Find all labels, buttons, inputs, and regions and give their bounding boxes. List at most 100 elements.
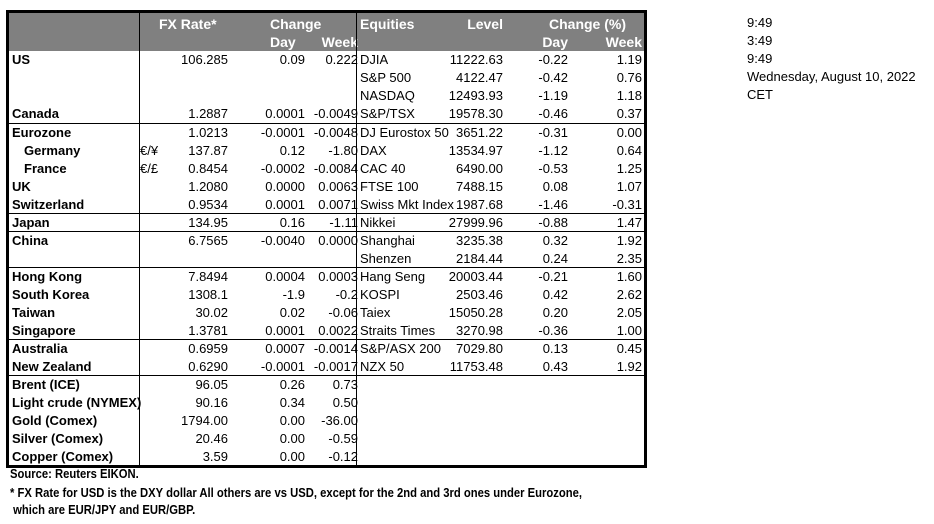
equity-week-change: 1.25 [616, 161, 642, 176]
fx-rate: 1.2080 [188, 179, 228, 194]
equity-name: S&P 500 [360, 70, 412, 85]
commodity-price: 3.59 [202, 449, 228, 464]
equity-level: 13534.97 [448, 143, 503, 158]
row-label: Canada [12, 106, 59, 121]
equity-day-change: -0.21 [538, 269, 568, 284]
fx-rate: 0.6290 [188, 359, 228, 374]
equity-level: 3651.22 [456, 125, 503, 140]
equity-day-change: -0.88 [538, 215, 568, 230]
row-label: Silver (Comex) [12, 431, 104, 446]
equity-day-change: 0.13 [542, 341, 568, 356]
footnote-line-1: * FX Rate for USD is the DXY dollar All … [10, 486, 583, 500]
fx-rate: 1.2887 [188, 106, 228, 121]
equity-day-change: -0.31 [538, 125, 568, 140]
table-row: Taiwan 30.02 0.02 -0.06 Taiex 15050.28 0… [9, 304, 644, 322]
fx-week-change: -0.0048 [313, 125, 358, 140]
equity-week-change: 1.18 [616, 88, 642, 103]
fx-day-change: 0.0004 [265, 269, 305, 284]
equity-day-change: 0.43 [542, 359, 568, 374]
fx-week-change: -0.0017 [313, 359, 358, 374]
table-row: Brent (ICE) 96.05 0.26 0.73 [9, 376, 644, 394]
equity-week-change: 1.07 [616, 179, 642, 194]
commodity-day-change: 0.00 [279, 449, 305, 464]
table-row: NASDAQ 12493.93 -1.19 1.18 [9, 87, 644, 105]
row-label: Australia [12, 341, 68, 356]
divider-row [9, 339, 644, 340]
fx-week-change: -0.0049 [313, 106, 358, 121]
fx-day-change: 0.12 [279, 143, 305, 158]
fx-day-change: -0.0001 [260, 359, 305, 374]
table-row: S&P 500 4122.47 -0.42 0.76 [9, 69, 644, 87]
table-row: Australia 0.6959 0.0007 -0.0014 S&P/ASX … [9, 340, 644, 358]
row-label: Eurozone [12, 125, 72, 140]
fx-day-change: -0.0040 [260, 233, 305, 248]
equity-week-change: 0.64 [616, 143, 642, 158]
equity-level: 15050.28 [448, 305, 503, 320]
equity-name: Taiex [360, 305, 391, 320]
fx-day-change: 0.02 [279, 305, 305, 320]
table-row: New Zealand 0.6290 -0.0001 -0.0017 NZX 5… [9, 358, 644, 376]
equity-week-change: 2.62 [616, 287, 642, 302]
commodity-week-change: -0.12 [328, 449, 358, 464]
table-row: Hong Kong 7.8494 0.0004 0.0003 Hang Seng… [9, 268, 644, 286]
header-change-pct: Change (%) [549, 16, 626, 32]
fx-day-change: 0.09 [279, 52, 305, 67]
divider-row [9, 123, 644, 124]
equity-name: Swiss Mkt Index [360, 197, 454, 212]
equity-name: NASDAQ [360, 88, 415, 103]
table-row: US 106.285 0.09 0.222 DJIA 11222.63 -0.2… [9, 51, 644, 69]
table-row: China 6.7565 -0.0040 0.0000 Shanghai 323… [9, 232, 644, 250]
fx-day-change: 0.0001 [265, 323, 305, 338]
row-label: South Korea [12, 287, 90, 302]
equity-day-change: 0.24 [542, 251, 568, 266]
equity-name: Shenzen [360, 251, 412, 266]
equity-level: 2503.46 [456, 287, 503, 302]
equity-name: FTSE 100 [360, 179, 419, 194]
equity-name: Nikkei [360, 215, 396, 230]
fx-week-change: 0.222 [325, 52, 358, 67]
equity-name: Straits Times [360, 323, 436, 338]
commodity-week-change: 0.50 [332, 395, 358, 410]
equity-level: 11753.48 [449, 359, 503, 374]
equity-day-change: 0.42 [542, 287, 568, 302]
time-1: 9:49 [747, 15, 773, 30]
row-label: New Zealand [12, 359, 92, 374]
fx-rate: 1.3781 [188, 323, 228, 338]
header-fx-rate: FX Rate* [159, 16, 217, 32]
market-summary-table: FX Rate* Change Day Week Equities Level … [6, 10, 647, 468]
equity-week-change: 0.45 [616, 341, 642, 356]
header-level: Level [467, 16, 503, 32]
row-label: Gold (Comex) [12, 413, 98, 428]
table-row: Copper (Comex) 3.59 0.00 -0.12 [9, 448, 644, 466]
table-row: Germany €/¥ 137.87 0.12 -1.80 DAX 13534.… [9, 142, 644, 160]
table-row: Silver (Comex) 20.46 0.00 -0.59 [9, 430, 644, 448]
equity-day-change: -0.36 [538, 323, 568, 338]
equity-name: DJ Eurostox 50 [360, 125, 449, 140]
row-label: Singapore [12, 323, 76, 338]
table-row: France €/£ 0.8454 -0.0002 -0.0084 CAC 40… [9, 160, 644, 178]
equity-day-change: -1.19 [538, 88, 568, 103]
table-row: Gold (Comex) 1794.00 0.00 -36.00 [9, 412, 644, 430]
fx-rate: 0.8454 [188, 161, 228, 176]
commodity-price: 20.46 [195, 431, 228, 446]
fx-rate: 137.87 [188, 143, 228, 158]
equity-day-change: 0.32 [542, 233, 568, 248]
equity-day-change: -0.42 [538, 70, 568, 85]
equity-name: S&P/ASX 200 [360, 341, 441, 356]
fx-day-change: 0.0001 [265, 106, 305, 121]
commodity-week-change: 0.73 [332, 377, 358, 392]
divider-row [9, 375, 644, 376]
equity-level: 3235.38 [456, 233, 503, 248]
fx-week-change: -0.0084 [313, 161, 358, 176]
table-row: Switzerland 0.9534 0.0001 0.0071 Swiss M… [9, 196, 644, 214]
equity-day-change: -0.53 [538, 161, 568, 176]
equity-week-change: 1.47 [616, 215, 642, 230]
divider-row [9, 213, 644, 214]
currency-pair: €/¥ [140, 143, 159, 158]
row-label: France [24, 161, 67, 176]
fx-day-change: 0.16 [279, 215, 305, 230]
row-label: Light crude (NYMEX) [12, 395, 142, 410]
equity-day-change: 0.08 [542, 179, 568, 194]
fx-week-change: -0.2 [335, 287, 358, 302]
equity-level: 12493.93 [448, 88, 503, 103]
